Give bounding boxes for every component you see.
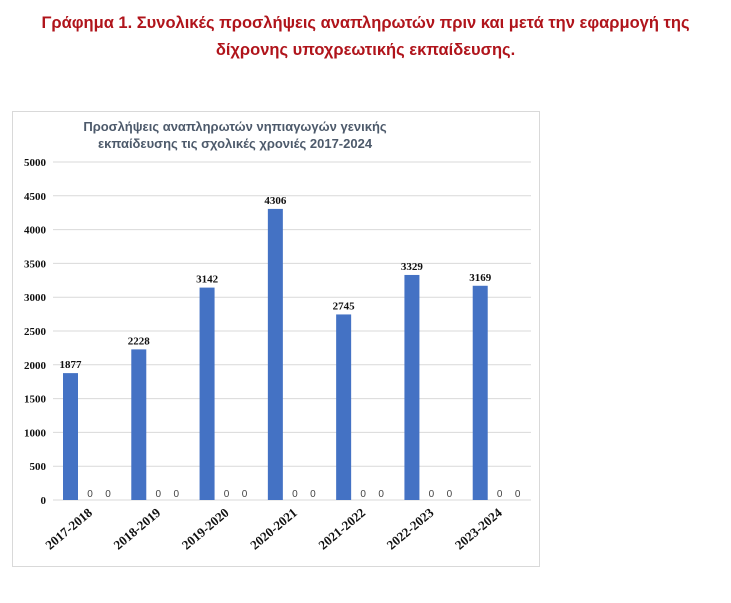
zero-data-label: 0 — [360, 489, 366, 500]
y-tick-label: 3500 — [24, 258, 47, 270]
bar — [472, 285, 488, 500]
y-tick-label: 500 — [30, 461, 47, 473]
bar — [336, 314, 352, 500]
y-tick-label: 1500 — [24, 394, 47, 406]
bar — [404, 274, 420, 500]
zero-data-label: 0 — [497, 489, 503, 500]
bar-chart: Προσλήψεις αναπληρωτών νηπιαγωγών γενική… — [24, 119, 531, 553]
y-tick-label: 5000 — [24, 157, 47, 169]
y-tick-label: 3000 — [24, 292, 47, 304]
zero-data-label: 0 — [224, 489, 230, 500]
chart-title-line: Προσλήψεις αναπληρωτών νηπιαγωγών γενική… — [83, 119, 387, 134]
figure-caption: Γράφημα 1. Συνολικές προσλήψεις αναπληρω… — [0, 10, 731, 64]
y-tick-label: 4500 — [24, 191, 47, 203]
data-label: 2745 — [333, 300, 356, 312]
y-tick-label: 1000 — [24, 427, 47, 439]
bar — [131, 349, 147, 500]
zero-data-label: 0 — [429, 489, 435, 500]
x-tick-label: 2023-2024 — [452, 504, 505, 552]
zero-data-label: 0 — [515, 489, 521, 500]
zero-data-label: 0 — [447, 489, 453, 500]
bar — [63, 373, 78, 500]
data-label: 3142 — [196, 274, 219, 286]
zero-data-label: 0 — [105, 489, 111, 500]
zero-data-label: 0 — [292, 489, 298, 500]
chart-title-line: εκπαίδευσης τις σχολικές χρονιές 2017-20… — [98, 136, 373, 151]
zero-data-label: 0 — [174, 489, 180, 500]
x-tick-label: 2019-2020 — [179, 505, 232, 553]
caption-line-1: Γράφημα 1. Συνολικές προσλήψεις αναπληρω… — [41, 14, 690, 32]
x-tick-label: 2021-2022 — [315, 505, 368, 553]
data-label: 3329 — [401, 261, 424, 273]
x-tick-label: 2020-2021 — [247, 505, 300, 553]
data-label: 1877 — [60, 359, 83, 371]
y-tick-label: 4000 — [24, 225, 47, 237]
zero-data-label: 0 — [310, 489, 316, 500]
x-tick-label: 2018-2019 — [111, 504, 164, 552]
data-label: 3169 — [469, 272, 492, 284]
zero-data-label: 0 — [242, 489, 248, 500]
caption-line-2: δίχρονης υποχρεωτικής εκπαίδευσης. — [215, 41, 516, 59]
chart-panel: Προσλήψεις αναπληρωτών νηπιαγωγών γενική… — [12, 111, 540, 567]
data-label: 4306 — [264, 195, 287, 207]
x-tick-label: 2022-2023 — [384, 504, 437, 552]
y-tick-label: 2000 — [24, 360, 47, 372]
zero-data-label: 0 — [156, 489, 162, 500]
x-tick-label: 2017-2018 — [42, 504, 95, 552]
bar — [267, 208, 283, 500]
bar — [199, 287, 215, 500]
y-tick-label: 0 — [41, 495, 47, 507]
data-label: 2228 — [128, 335, 151, 347]
zero-data-label: 0 — [378, 489, 384, 500]
y-tick-label: 2500 — [24, 326, 47, 338]
zero-data-label: 0 — [87, 489, 93, 500]
